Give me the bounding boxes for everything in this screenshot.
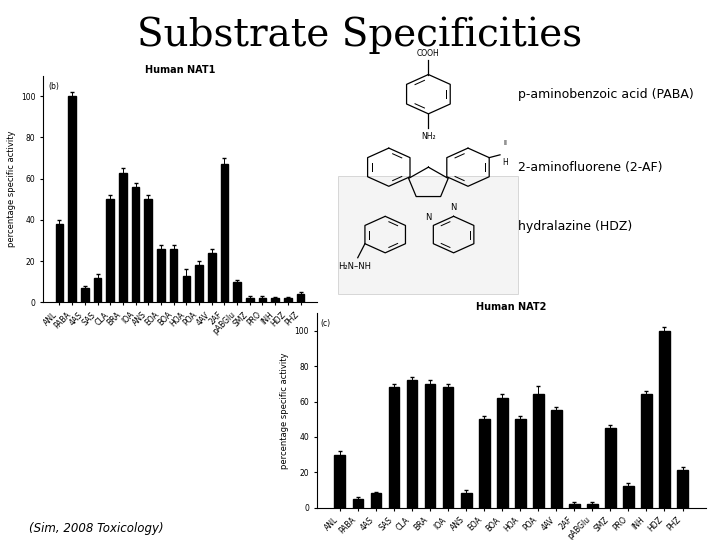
Bar <box>107 199 114 302</box>
Text: COOH: COOH <box>417 49 440 58</box>
Bar <box>677 470 688 508</box>
Bar <box>605 428 616 508</box>
Bar <box>220 164 228 302</box>
Bar <box>515 419 526 508</box>
Text: (Sim, 2008 Toxicology): (Sim, 2008 Toxicology) <box>29 522 163 535</box>
Title: Human NAT1: Human NAT1 <box>145 65 215 75</box>
Bar <box>335 455 346 508</box>
Bar <box>195 265 203 302</box>
Bar <box>183 275 190 302</box>
Bar <box>407 380 418 508</box>
Bar <box>170 249 177 302</box>
Bar <box>641 395 652 508</box>
Bar <box>81 288 89 302</box>
Text: (c): (c) <box>320 319 330 328</box>
Text: N: N <box>425 213 431 222</box>
Bar <box>208 253 215 302</box>
Bar <box>246 298 253 302</box>
Bar <box>353 499 364 508</box>
Text: Substrate Specificities: Substrate Specificities <box>138 16 582 53</box>
Bar <box>55 224 63 302</box>
Y-axis label: percentage specific activity: percentage specific activity <box>280 352 289 469</box>
Text: H₂N–NH: H₂N–NH <box>338 262 371 271</box>
Bar <box>587 504 598 508</box>
Bar <box>233 282 241 302</box>
Text: II: II <box>503 140 508 146</box>
Bar <box>68 96 76 302</box>
Bar <box>157 249 165 302</box>
Bar <box>479 419 490 508</box>
Bar <box>371 494 382 508</box>
Bar <box>551 410 562 508</box>
Text: (b): (b) <box>49 83 60 91</box>
Bar <box>533 395 544 508</box>
Bar <box>461 494 472 508</box>
Text: NH₂: NH₂ <box>421 132 436 141</box>
Text: N: N <box>451 203 456 212</box>
Bar <box>258 298 266 302</box>
FancyBboxPatch shape <box>338 176 518 294</box>
Text: H: H <box>503 158 508 167</box>
Bar <box>425 384 436 508</box>
Bar <box>659 331 670 508</box>
Bar <box>443 387 454 508</box>
Bar <box>145 199 152 302</box>
Bar <box>94 278 102 302</box>
Text: 2-aminofluorene (2-AF): 2-aminofluorene (2-AF) <box>518 161 663 174</box>
Bar <box>569 504 580 508</box>
Bar <box>132 187 140 302</box>
Bar <box>119 172 127 302</box>
Title: Human NAT2: Human NAT2 <box>476 302 546 313</box>
Bar <box>271 298 279 302</box>
Bar <box>284 298 292 302</box>
Bar <box>389 387 400 508</box>
Bar <box>497 398 508 508</box>
Bar <box>297 294 305 302</box>
Text: p-aminobenzoic acid (PABA): p-aminobenzoic acid (PABA) <box>518 87 694 100</box>
Bar <box>623 487 634 508</box>
Y-axis label: percentage specific activity: percentage specific activity <box>6 131 16 247</box>
Text: hydralazine (HDZ): hydralazine (HDZ) <box>518 220 633 233</box>
